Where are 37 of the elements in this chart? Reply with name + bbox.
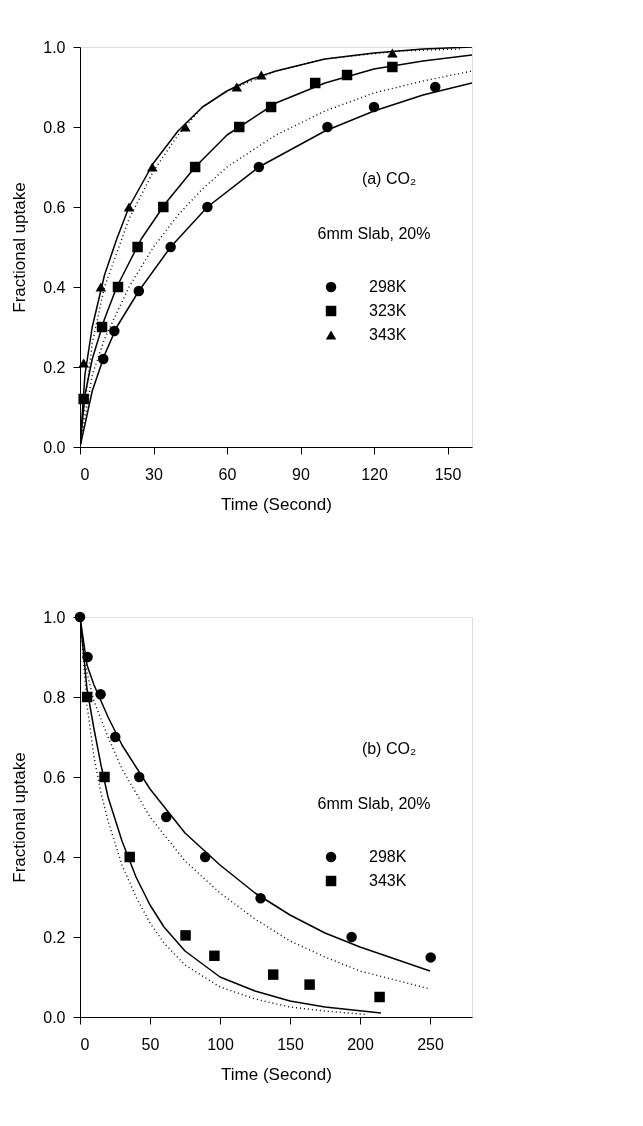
legend-label: 343K xyxy=(369,872,407,889)
legend-label: 323K xyxy=(369,302,407,319)
y-tick-label: 1.0 xyxy=(43,38,66,56)
y-tick-label: 0.4 xyxy=(43,848,66,866)
y-tick-label: 0.8 xyxy=(43,688,66,706)
y-tick-label: 0.4 xyxy=(43,278,66,296)
x-tick-label: 60 xyxy=(218,465,237,483)
x-tick-label: 250 xyxy=(417,1035,444,1053)
y-tick-label: 0.6 xyxy=(43,198,66,216)
x-tick-label: 120 xyxy=(361,465,388,483)
annotation: 6mm Slab, 20% xyxy=(317,225,431,242)
annotation: 6mm Slab, 20% xyxy=(317,795,431,812)
x-tick-label: 150 xyxy=(434,465,462,483)
y-tick-label: 0.8 xyxy=(43,118,66,136)
x-tick-label: 90 xyxy=(292,465,310,483)
x-tick-label: 0 xyxy=(80,1035,90,1053)
y-axis-title: Fractional uptake xyxy=(10,752,30,883)
legend-label: 343K xyxy=(369,326,407,343)
x-tick-label: 0 xyxy=(80,465,90,483)
y-tick-label: 0.0 xyxy=(43,1008,66,1026)
x-tick-label: 100 xyxy=(207,1035,234,1053)
x-axis-title: Time (Second) xyxy=(221,494,332,514)
x-axis-title: Time (Second) xyxy=(221,1064,332,1084)
legend-label: 298K xyxy=(369,848,407,865)
annotation: (a) CO₂ xyxy=(361,170,417,187)
x-tick-label: 50 xyxy=(141,1035,160,1053)
y-tick-label: 1.0 xyxy=(43,608,66,626)
legend-label: 298K xyxy=(369,278,407,295)
y-tick-label: 0.6 xyxy=(43,768,66,786)
x-tick-label: 30 xyxy=(145,465,163,483)
y-tick-label: 0.2 xyxy=(43,358,66,376)
y-axis-title: Fractional uptake xyxy=(10,182,30,313)
y-tick-label: 0.0 xyxy=(43,438,66,456)
y-tick-label: 0.2 xyxy=(43,928,66,946)
x-tick-label: 150 xyxy=(277,1035,304,1053)
annotation: (b) CO₂ xyxy=(361,740,417,757)
x-tick-label: 200 xyxy=(347,1035,374,1053)
